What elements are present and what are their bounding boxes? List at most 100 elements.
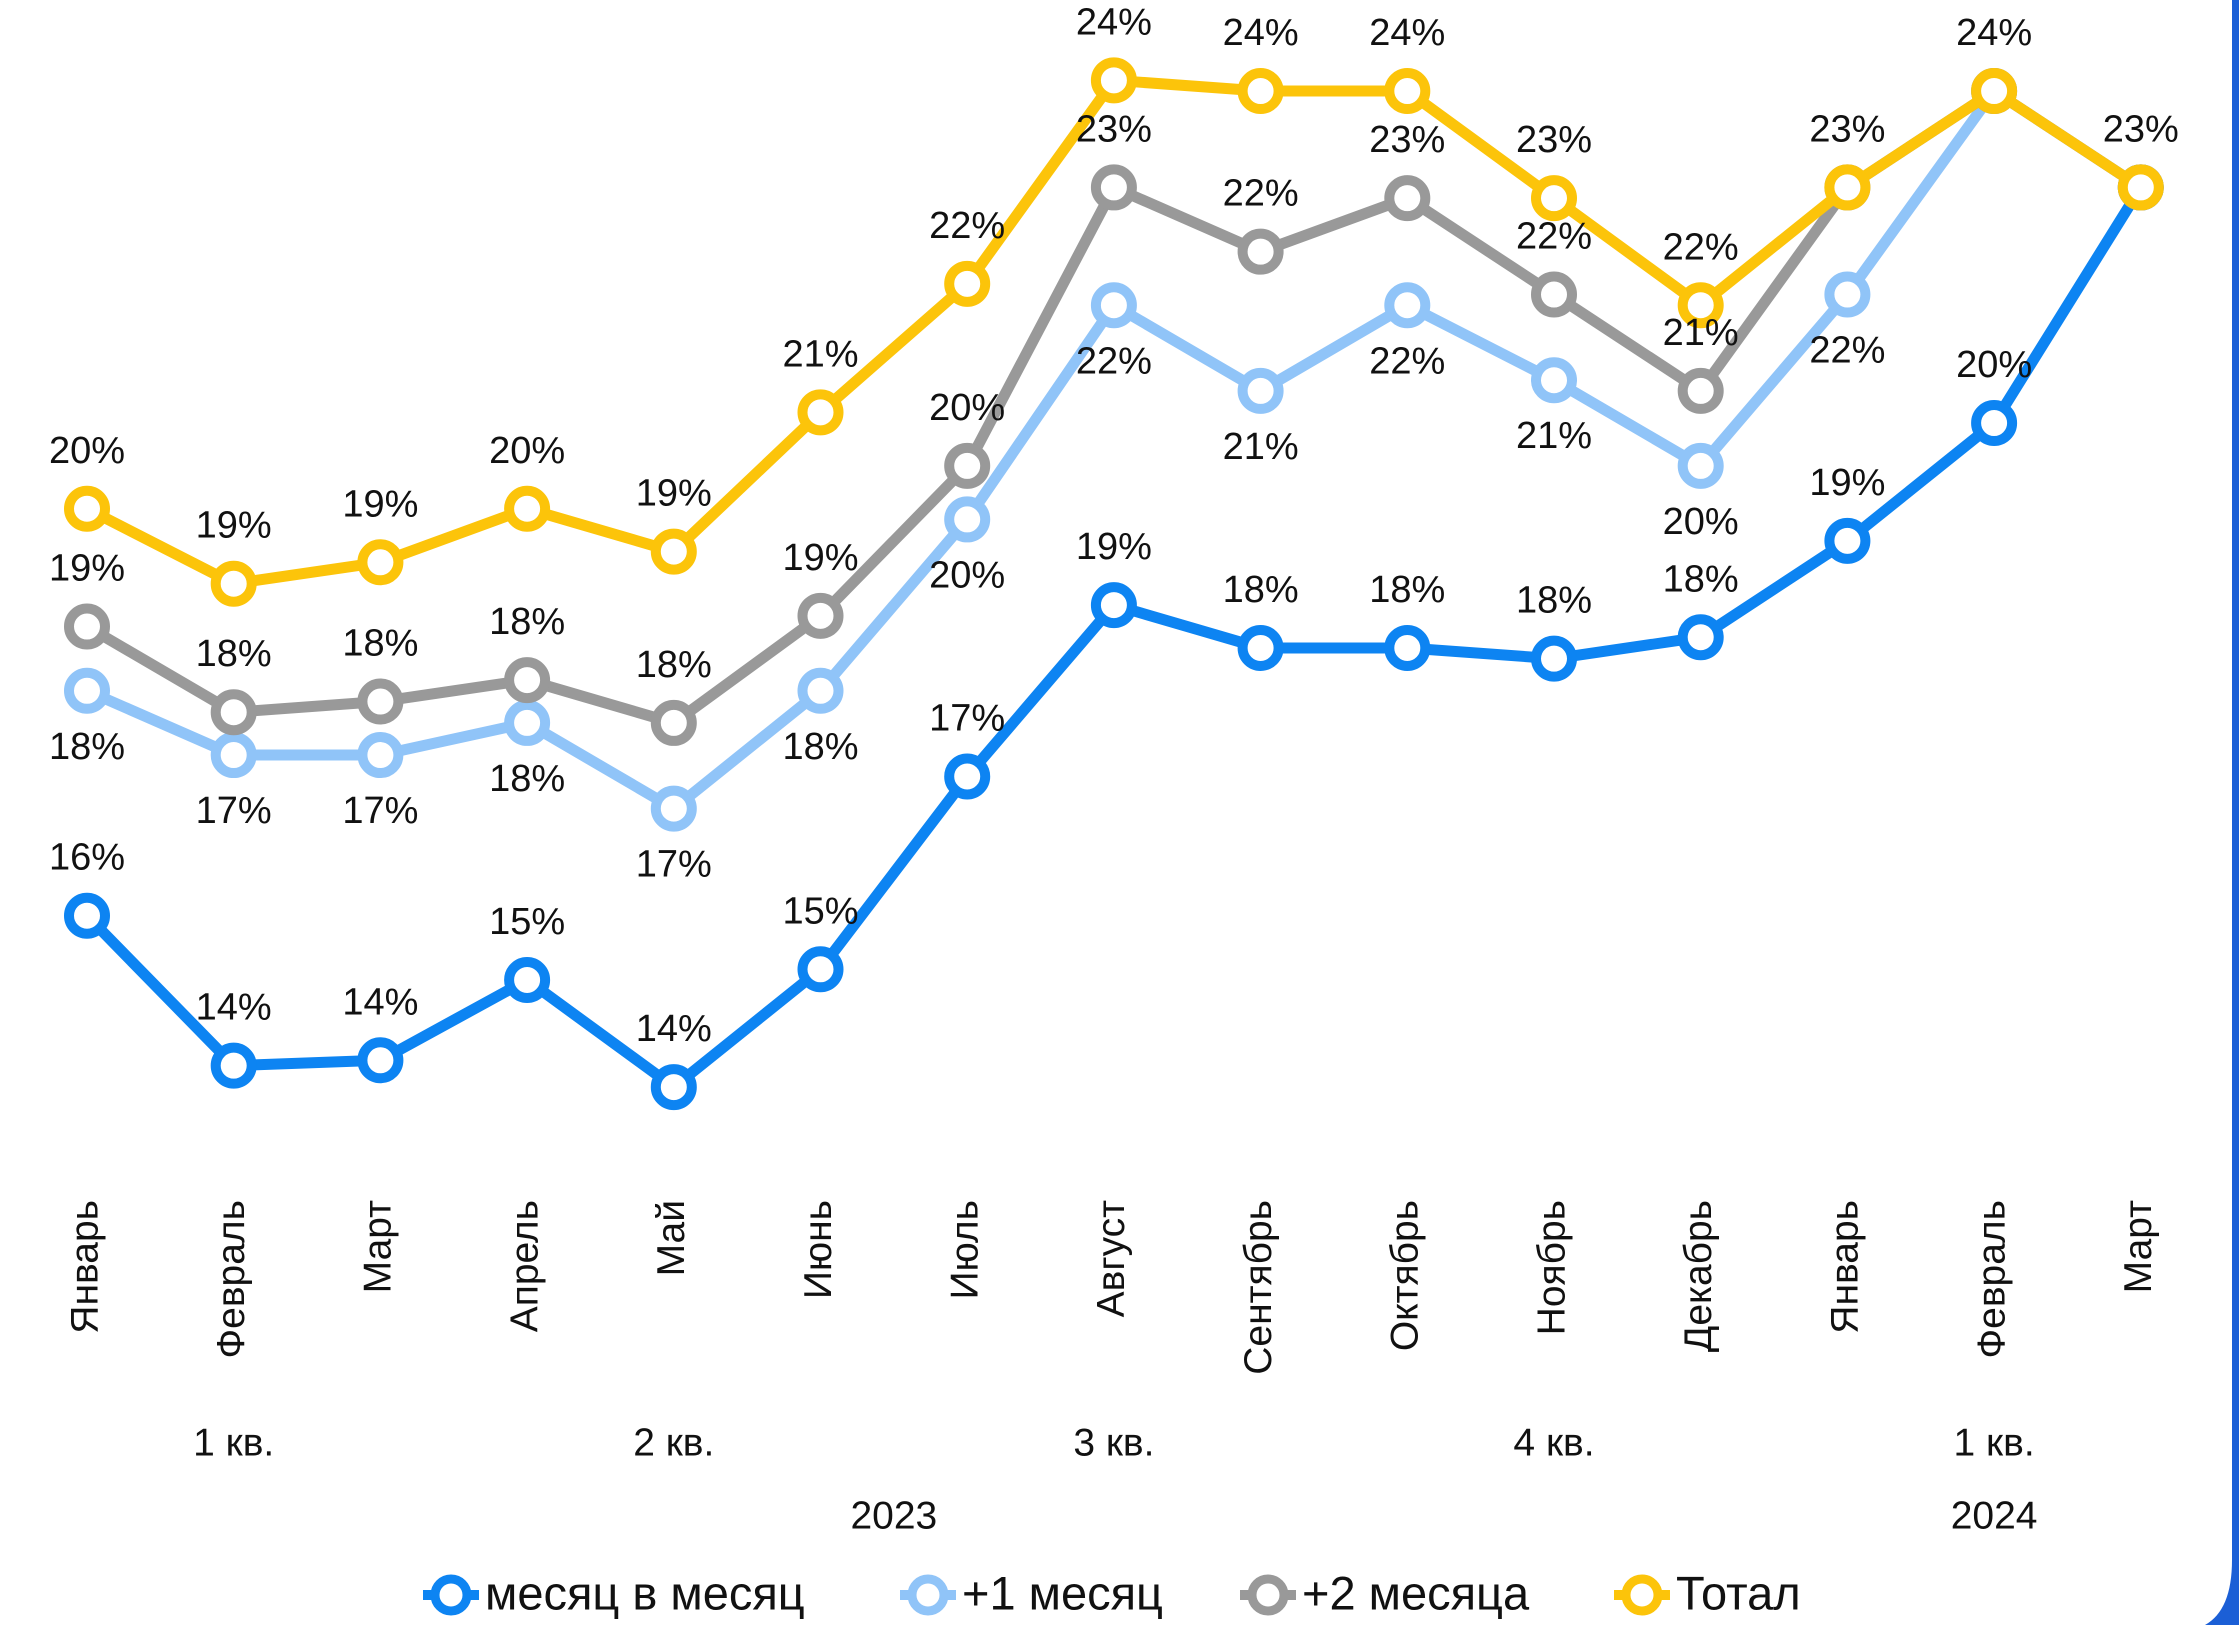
data-label: 14% — [196, 987, 272, 1029]
data-label: 18% — [196, 633, 272, 675]
data-label: 24% — [1956, 12, 2032, 54]
data-label: 18% — [782, 726, 858, 768]
point — [504, 699, 551, 746]
data-label: 19% — [636, 473, 712, 515]
data-label: 24% — [1223, 12, 1299, 54]
x-tick-label: Июль — [943, 1200, 986, 1300]
point — [797, 592, 844, 639]
data-label: 21% — [1663, 312, 1739, 354]
data-label: 17% — [196, 790, 272, 832]
x-tick-label: Апрель — [503, 1200, 546, 1332]
data-label: 22% — [1369, 340, 1445, 382]
point — [797, 389, 844, 436]
point — [1090, 164, 1137, 211]
data-label: 21% — [1516, 415, 1592, 457]
point — [1971, 68, 2018, 115]
point — [357, 678, 404, 725]
data-label: 23% — [1369, 119, 1445, 161]
data-label: 19% — [782, 537, 858, 579]
point — [1677, 442, 1724, 489]
data-label: 17% — [342, 790, 418, 832]
point — [64, 667, 110, 714]
point — [1677, 282, 1724, 329]
data-label: 24% — [1076, 1, 1152, 43]
point — [650, 1064, 697, 1111]
x-tick-label: Февраль — [1970, 1200, 2013, 1359]
point — [210, 732, 257, 779]
point — [357, 732, 404, 779]
point — [1237, 624, 1284, 671]
legend-marker — [907, 1574, 949, 1616]
year-label: 2023 — [850, 1494, 937, 1537]
data-label: 19% — [342, 483, 418, 525]
data-label: 22% — [1516, 216, 1592, 258]
point — [650, 785, 697, 832]
data-label: 18% — [636, 644, 712, 686]
data-label: 19% — [1076, 526, 1152, 568]
point — [1971, 400, 2018, 447]
x-tick-label: Август — [1090, 1200, 1133, 1318]
data-label: 22% — [1223, 173, 1299, 215]
data-label: 19% — [49, 548, 125, 590]
data-label: 14% — [342, 981, 418, 1023]
x-tick-label: Март — [357, 1200, 400, 1293]
data-label: 20% — [929, 387, 1005, 429]
point — [1384, 624, 1431, 671]
data-label: 20% — [929, 554, 1005, 596]
legend-marker — [1621, 1574, 1663, 1616]
legend-item: +2 месяца — [1240, 1566, 1530, 1619]
x-tick-label: Март — [2117, 1200, 2160, 1293]
legend-label: месяц в месяц — [485, 1566, 805, 1619]
data-label: 22% — [1076, 340, 1152, 382]
point — [1824, 164, 1871, 211]
point — [1237, 367, 1284, 414]
data-label: 18% — [1516, 580, 1592, 622]
quarter-label: 3 кв. — [1073, 1421, 1154, 1464]
data-label: 18% — [1369, 569, 1445, 611]
quarter-label: 1 кв. — [1954, 1421, 2035, 1464]
data-label: 18% — [489, 758, 565, 800]
data-label: 22% — [1809, 330, 1885, 372]
data-label: 18% — [1663, 558, 1739, 600]
legend-marker — [1247, 1574, 1289, 1616]
point — [797, 946, 844, 993]
point — [1384, 282, 1431, 329]
point — [504, 956, 551, 1003]
x-tick-label: Май — [650, 1200, 693, 1276]
data-label: 15% — [782, 890, 858, 932]
data-label: 20% — [489, 430, 565, 472]
point — [650, 528, 697, 575]
data-label: 23% — [2103, 108, 2179, 150]
point — [1384, 68, 1431, 115]
point — [1090, 282, 1137, 329]
point — [357, 539, 404, 586]
point — [944, 753, 991, 800]
data-label: 24% — [1369, 12, 1445, 54]
point — [1237, 228, 1284, 275]
point — [944, 442, 991, 489]
data-label: 15% — [489, 901, 565, 943]
point — [650, 699, 697, 746]
x-tick-label: Февраль — [210, 1200, 253, 1359]
data-label: 21% — [782, 333, 858, 375]
point — [210, 1042, 257, 1089]
point — [504, 657, 551, 704]
legend-label: +1 месяц — [962, 1566, 1163, 1619]
point — [504, 485, 551, 532]
x-tick-label: Январь — [1824, 1200, 1867, 1334]
point — [210, 689, 257, 736]
data-label: 23% — [1809, 108, 1885, 150]
data-label: 22% — [929, 205, 1005, 247]
x-tick-label: Октябрь — [1384, 1200, 1427, 1351]
data-label: 21% — [1223, 426, 1299, 468]
x-tick-label: Декабрь — [1677, 1200, 1720, 1352]
data-label: 14% — [636, 1008, 712, 1050]
legend-marker — [430, 1574, 472, 1616]
data-label: 20% — [49, 430, 125, 472]
data-label: 20% — [1663, 501, 1739, 543]
point — [1677, 614, 1724, 661]
data-label: 22% — [1663, 226, 1739, 268]
quarter-label: 1 кв. — [193, 1421, 274, 1464]
frame-corner — [2205, 0, 2239, 1625]
